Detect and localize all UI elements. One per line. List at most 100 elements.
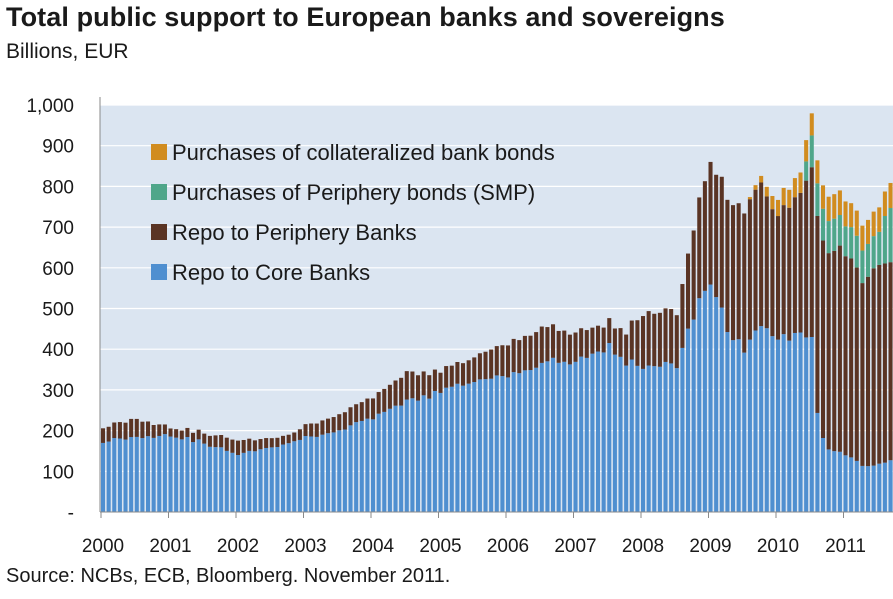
bar-segment: [179, 439, 184, 512]
bar-segment: [770, 336, 775, 512]
bar-segment: [731, 205, 736, 341]
bar-segment: [792, 197, 797, 333]
bar-segment: [646, 365, 651, 512]
legend-label: Purchases of collateralized bank bonds: [172, 140, 555, 165]
bar-segment: [787, 207, 792, 341]
bar-segment: [635, 320, 640, 366]
y-tick-label: 100: [42, 462, 74, 483]
bar-segment: [860, 225, 865, 251]
bar-segment: [573, 332, 578, 362]
bar-segment: [702, 290, 707, 512]
bar-segment: [607, 318, 612, 343]
bar-segment: [686, 328, 691, 512]
legend: Purchases of collateralized bank bonds Pu…: [151, 140, 555, 285]
bar-segment: [663, 361, 668, 512]
x-tick-label: 2003: [284, 536, 326, 557]
bar-segment: [759, 175, 764, 183]
bar-segment: [629, 359, 634, 512]
bar-segment: [224, 437, 229, 451]
bar-segment: [477, 379, 482, 512]
bar-segment: [309, 436, 314, 512]
bar-segment: [517, 373, 522, 512]
bar-segment: [821, 240, 826, 438]
bar-segment: [882, 462, 887, 512]
bar-segment: [275, 447, 280, 512]
bar-segment: [657, 366, 662, 512]
bar-segment: [562, 361, 567, 512]
bar-segment: [629, 320, 634, 360]
bar-segment: [596, 325, 601, 352]
y-tick-label: 400: [42, 340, 74, 361]
bar-segment: [348, 425, 353, 512]
bar-segment: [556, 362, 561, 512]
legend-swatch: [151, 264, 167, 280]
bar-segment: [826, 196, 831, 222]
bar-segment: [162, 424, 167, 435]
bar-segment: [236, 440, 241, 455]
x-tick-label: 2011: [825, 536, 866, 557]
bar-segment: [393, 405, 398, 512]
bar-segment: [843, 256, 848, 456]
bar-segment: [747, 339, 752, 512]
bar-segment: [866, 243, 871, 277]
bar-segment: [787, 189, 792, 208]
bar-segment: [860, 250, 865, 284]
bar-segment: [641, 368, 646, 512]
x-tick-label: 2000: [82, 536, 124, 557]
bar-segment: [410, 398, 415, 512]
chart-subtitle: Billions, EUR: [6, 40, 129, 63]
bar-segment: [612, 328, 617, 355]
bar-segment: [877, 463, 882, 512]
bar-segment: [837, 190, 842, 216]
x-tick-label: 2005: [419, 536, 461, 557]
bar-segment: [753, 185, 758, 190]
bar-segment: [489, 378, 494, 512]
bar-segment: [877, 207, 882, 232]
bar-segment: [112, 438, 117, 512]
bar-segment: [545, 361, 550, 512]
bar-segment: [601, 352, 606, 512]
bar-segment: [815, 215, 820, 413]
bar-segment: [809, 167, 814, 337]
bar-segment: [449, 365, 454, 387]
bar-segment: [596, 351, 601, 512]
bar-segment: [866, 466, 871, 512]
source-note: Source: NCBs, ECB, Bloomberg. November 2…: [6, 565, 451, 587]
bar-segment: [416, 400, 421, 512]
bar-segment: [669, 363, 674, 512]
bar-segment: [455, 362, 460, 384]
bar-segment: [106, 441, 111, 512]
bar-segment: [562, 330, 567, 362]
bar-segment: [416, 375, 421, 401]
bar-segment: [444, 387, 449, 512]
bar-segment: [230, 439, 235, 453]
bar-segment: [511, 372, 516, 512]
bar-segment: [742, 213, 747, 353]
bar-segment: [612, 354, 617, 512]
bar-segment: [832, 218, 837, 251]
bar-segment: [877, 264, 882, 464]
bar-segment: [646, 311, 651, 366]
bar-segment: [466, 383, 471, 512]
bar-segment: [421, 371, 426, 396]
bar-segment: [129, 437, 134, 512]
bar-segment: [798, 192, 803, 333]
bar-segment: [354, 422, 359, 512]
bar-segment: [438, 372, 443, 393]
bar-segment: [849, 258, 854, 458]
bar-segment: [421, 395, 426, 512]
bar-segment: [888, 460, 893, 512]
bar-segment: [410, 371, 415, 399]
bar-segment: [821, 208, 826, 241]
bar-segment: [241, 439, 246, 453]
bar-segment: [770, 196, 775, 210]
bar-segment: [686, 253, 691, 329]
bar-segment: [837, 245, 842, 452]
bar-segment: [759, 326, 764, 512]
bar-segment: [539, 326, 544, 363]
y-tick-label: 300: [42, 381, 74, 402]
bar-segment: [545, 327, 550, 362]
bar-segment: [297, 429, 302, 440]
bar-segment: [449, 386, 454, 512]
bar-segment: [871, 211, 876, 237]
